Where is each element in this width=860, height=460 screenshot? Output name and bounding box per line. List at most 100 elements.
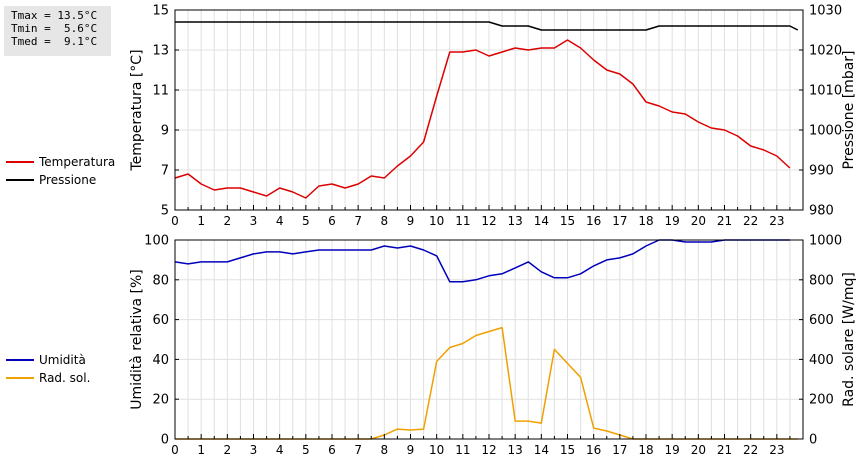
x-tick-label: 3: [250, 443, 258, 457]
x-tick-label: 17: [612, 443, 627, 457]
tmed-stat: Tmed = 9.1°C: [11, 35, 98, 48]
x-tick-label: 1: [197, 443, 205, 457]
x-tick-label: 11: [455, 443, 470, 457]
temperature-stats-box: Tmax = 13.5°C Tmin = 5.6°C Tmed = 9.1°C: [4, 6, 111, 56]
x-tick-label: 2: [224, 443, 232, 457]
legend-item-pressione: Pressione: [6, 171, 115, 189]
legend-swatch-temperatura: [6, 161, 34, 163]
y-tick-label: 5: [161, 204, 169, 219]
y-tick-label: 13: [152, 44, 169, 59]
x-tick-label: 2: [224, 214, 232, 228]
y2-tick-label: 1010: [809, 84, 842, 99]
x-tick-label: 16: [586, 443, 601, 457]
x-tick-label: 5: [302, 443, 310, 457]
x-tick-label: 7: [354, 214, 362, 228]
x-tick-label: 22: [743, 443, 758, 457]
x-tick-label: 1: [197, 214, 205, 228]
tmax-stat: Tmax = 13.5°C: [11, 9, 98, 22]
x-tick-label: 8: [381, 214, 389, 228]
y-axis-title: Umidità relativa [%]: [129, 269, 145, 410]
x-tick-label: 10: [429, 443, 444, 457]
y-tick-label: 20: [152, 393, 169, 408]
bottom-chart-legend: Umidità Rad. sol.: [6, 351, 90, 387]
x-tick-label: 18: [638, 443, 653, 457]
legend-label-umidita: Umidità: [39, 353, 86, 367]
x-tick-label: 20: [691, 443, 706, 457]
legend-item-umidita: Umidità: [6, 351, 90, 369]
y2-axis-title: Pressione [mbar]: [841, 50, 857, 169]
y2-axis-title: Rad. solare [W/mq]: [841, 272, 857, 407]
x-tick-label: 19: [665, 214, 680, 228]
tmin-stat: Tmin = 5.6°C: [11, 22, 98, 35]
y2-tick-label: 200: [809, 393, 834, 408]
x-tick-label: 20: [691, 214, 706, 228]
legend-swatch-umidita: [6, 359, 34, 361]
x-tick-label: 13: [508, 214, 523, 228]
x-tick-label: 4: [276, 443, 284, 457]
x-tick-label: 12: [481, 214, 496, 228]
x-tick-label: 19: [665, 443, 680, 457]
y-tick-label: 0: [161, 433, 169, 448]
y-axis-title: Temperatura [°C]: [129, 49, 145, 171]
y-tick-label: 9: [161, 124, 169, 139]
y2-tick-label: 1020: [809, 44, 842, 59]
x-tick-label: 3: [250, 214, 258, 228]
x-tick-label: 4: [276, 214, 284, 228]
y-tick-label: 15: [152, 4, 169, 19]
series-line-umidita: [174, 239, 790, 283]
legend-label-rad-sol: Rad. sol.: [39, 371, 91, 385]
top-chart-legend: Temperatura Pressione: [6, 153, 115, 189]
x-tick-label: 0: [171, 214, 179, 228]
x-tick-label: 23: [769, 214, 784, 228]
x-tick-label: 21: [717, 214, 732, 228]
legend-swatch-rad-sol: [6, 377, 34, 379]
y2-tick-label: 600: [809, 313, 834, 328]
legend-item-temperatura: Temperatura: [6, 153, 115, 171]
x-tick-label: 23: [769, 443, 784, 457]
y2-tick-label: 990: [809, 164, 834, 179]
y2-tick-label: 400: [809, 353, 834, 368]
y-tick-label: 60: [152, 313, 169, 328]
y2-tick-label: 1000: [809, 124, 842, 139]
x-tick-label: 11: [455, 214, 470, 228]
humidity-radiation-chart: 0 1 2 3 4 5 6 7 8 9 10 11 12 13 14 15 16 17 18 19 20 21 22 2302…: [129, 234, 857, 458]
y2-tick-label: 1030: [809, 4, 842, 19]
y2-tick-label: 1000: [809, 234, 842, 249]
x-tick-label: 14: [534, 443, 549, 457]
legend-label-pressione: Pressione: [39, 173, 97, 187]
y-tick-label: 100: [144, 234, 169, 249]
x-tick-label: 17: [612, 214, 627, 228]
x-tick-label: 5: [302, 214, 310, 228]
x-tick-label: 14: [534, 214, 549, 228]
series-line-pressione: [175, 21, 799, 31]
x-tick-label: 18: [638, 214, 653, 228]
x-tick-label: 21: [717, 443, 732, 457]
x-tick-label: 9: [407, 443, 415, 457]
x-tick-label: 9: [407, 214, 415, 228]
y-tick-label: 80: [152, 273, 169, 288]
x-tick-label: 7: [354, 443, 362, 457]
x-tick-label: 10: [429, 214, 444, 228]
y-tick-label: 7: [161, 164, 169, 179]
x-tick-label: 22: [743, 214, 758, 228]
y-tick-label: 11: [152, 84, 169, 99]
x-tick-label: 15: [560, 443, 575, 457]
x-tick-label: 0: [171, 443, 179, 457]
x-tick-label: 12: [481, 443, 496, 457]
y2-tick-label: 980: [809, 204, 834, 219]
x-tick-label: 8: [381, 443, 389, 457]
legend-swatch-pressione: [6, 179, 34, 181]
x-tick-label: 15: [560, 214, 575, 228]
x-tick-label: 6: [328, 214, 336, 228]
x-tick-label: 16: [586, 214, 601, 228]
legend-item-rad-sol: Rad. sol.: [6, 369, 90, 387]
temperature-pressure-chart: 0 1 2 3 4 5 6 7 8 9 10 11 12 13 14 15 16 17 18 19 20 21 22 2357…: [129, 4, 857, 229]
series-line-rad-sol: [175, 326, 798, 440]
series-line-temperatura: [174, 39, 791, 199]
y2-tick-label: 800: [809, 273, 834, 288]
legend-label-temperatura: Temperatura: [39, 155, 116, 169]
y-tick-label: 40: [152, 353, 169, 368]
x-tick-label: 6: [328, 443, 336, 457]
